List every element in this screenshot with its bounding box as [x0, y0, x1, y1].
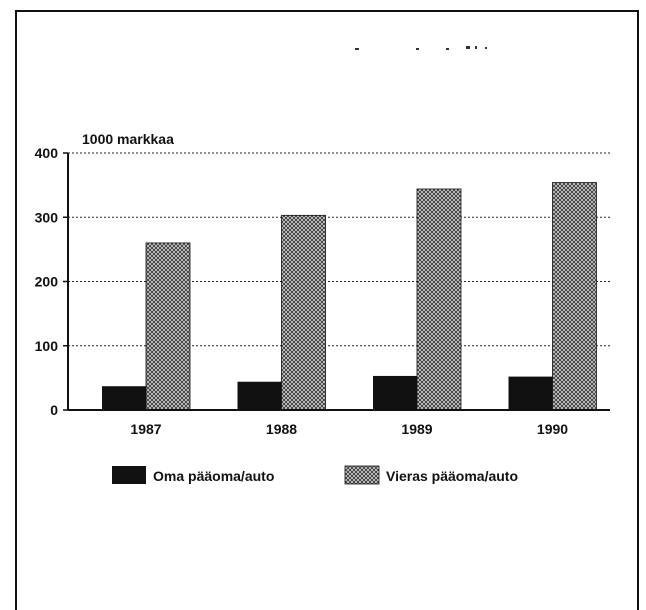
legend-label-vieras: Vieras pääoma/auto: [386, 468, 518, 484]
x-tick-label: 1987: [130, 421, 161, 437]
bars: [102, 182, 597, 411]
bar-vieras-1987: [145, 242, 191, 411]
bar-vieras-1989: [416, 188, 462, 411]
y-tick-label: 200: [35, 274, 59, 290]
chart-frame: [15, 10, 639, 610]
legend: Oma pääoma/auto Vieras pääoma/auto: [112, 465, 518, 485]
bar-oma-1987: [102, 386, 146, 410]
x-tick-labels: 1987 1988 1989 1990: [130, 421, 568, 437]
y-axis-unit-label: 1000 markkaa: [82, 131, 174, 147]
scan-specks: [355, 46, 487, 50]
legend-label-oma: Oma pääoma/auto: [153, 468, 274, 484]
y-tick-label: 300: [35, 209, 59, 225]
bar-oma-1989: [373, 375, 417, 410]
bar-oma-1988: [237, 381, 282, 410]
y-tick-label: 400: [35, 145, 59, 161]
bar-oma-1990: [508, 376, 553, 410]
legend-swatch-vieras: [344, 465, 380, 485]
y-tick-label: 100: [35, 338, 59, 354]
bar-vieras-1988: [281, 214, 326, 411]
x-tick-label: 1988: [266, 421, 297, 437]
y-tick-label: 0: [50, 402, 58, 418]
legend-swatch-oma: [112, 466, 146, 484]
y-tick-labels: 0 100 200 300 400: [35, 145, 68, 418]
x-tick-label: 1989: [401, 421, 432, 437]
x-tick-label: 1990: [537, 421, 568, 437]
bar-vieras-1990: [552, 182, 597, 411]
